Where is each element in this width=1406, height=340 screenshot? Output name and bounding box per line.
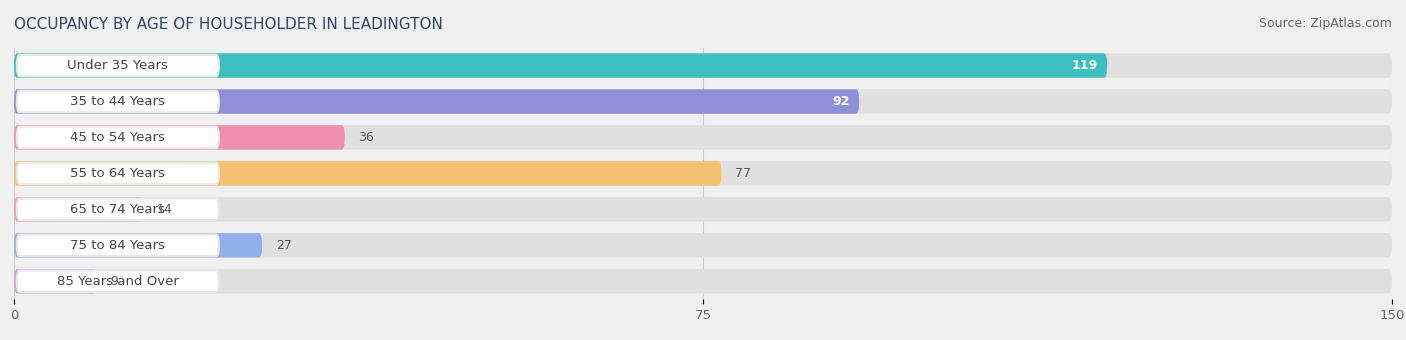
FancyBboxPatch shape xyxy=(17,235,219,256)
Text: 27: 27 xyxy=(276,239,291,252)
Text: OCCUPANCY BY AGE OF HOUSEHOLDER IN LEADINGTON: OCCUPANCY BY AGE OF HOUSEHOLDER IN LEADI… xyxy=(14,17,443,32)
FancyBboxPatch shape xyxy=(14,269,97,293)
FancyBboxPatch shape xyxy=(17,163,219,184)
FancyBboxPatch shape xyxy=(17,55,219,76)
FancyBboxPatch shape xyxy=(14,89,859,114)
FancyBboxPatch shape xyxy=(14,197,1392,222)
Text: Source: ZipAtlas.com: Source: ZipAtlas.com xyxy=(1258,17,1392,30)
Text: 75 to 84 Years: 75 to 84 Years xyxy=(70,239,166,252)
Text: 36: 36 xyxy=(359,131,374,144)
FancyBboxPatch shape xyxy=(17,270,219,292)
FancyBboxPatch shape xyxy=(14,233,1392,257)
Text: 77: 77 xyxy=(735,167,751,180)
Text: 9: 9 xyxy=(111,275,118,288)
FancyBboxPatch shape xyxy=(17,199,219,220)
Text: 14: 14 xyxy=(156,203,172,216)
FancyBboxPatch shape xyxy=(14,125,344,150)
Text: 119: 119 xyxy=(1071,59,1098,72)
Text: 92: 92 xyxy=(832,95,851,108)
FancyBboxPatch shape xyxy=(14,269,1392,293)
Text: 65 to 74 Years: 65 to 74 Years xyxy=(70,203,166,216)
FancyBboxPatch shape xyxy=(14,53,1107,78)
FancyBboxPatch shape xyxy=(17,91,219,112)
FancyBboxPatch shape xyxy=(17,127,219,148)
Text: Under 35 Years: Under 35 Years xyxy=(67,59,169,72)
Text: 35 to 44 Years: 35 to 44 Years xyxy=(70,95,166,108)
FancyBboxPatch shape xyxy=(14,89,1392,114)
Text: 85 Years and Over: 85 Years and Over xyxy=(56,275,179,288)
FancyBboxPatch shape xyxy=(14,233,262,257)
FancyBboxPatch shape xyxy=(14,125,1392,150)
FancyBboxPatch shape xyxy=(14,161,1392,186)
FancyBboxPatch shape xyxy=(14,161,721,186)
FancyBboxPatch shape xyxy=(14,197,142,222)
Text: 55 to 64 Years: 55 to 64 Years xyxy=(70,167,166,180)
Text: 45 to 54 Years: 45 to 54 Years xyxy=(70,131,166,144)
FancyBboxPatch shape xyxy=(14,53,1392,78)
